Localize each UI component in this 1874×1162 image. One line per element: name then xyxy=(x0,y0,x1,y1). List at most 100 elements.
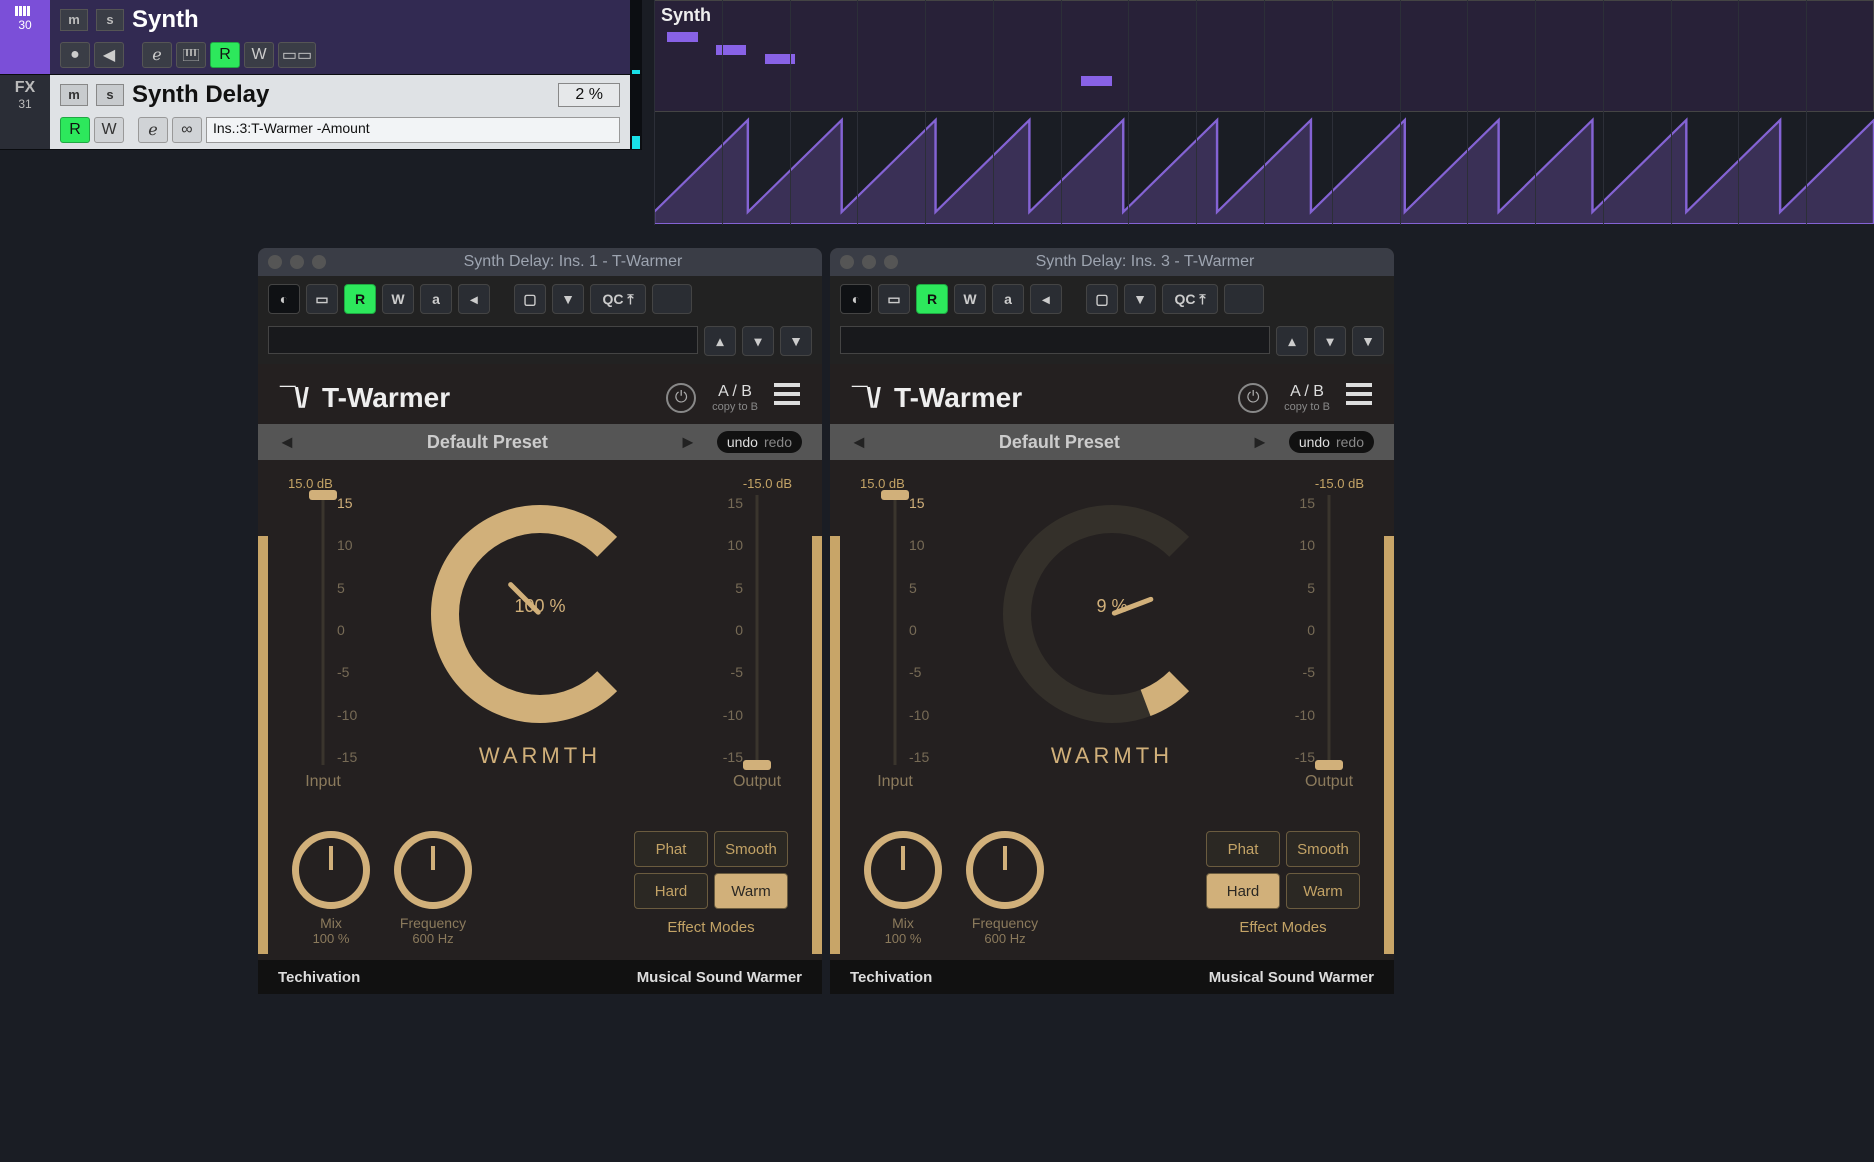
minimize-icon[interactable] xyxy=(290,255,304,269)
track-handle-fx[interactable]: FX 31 xyxy=(0,75,50,149)
a-button[interactable]: a xyxy=(992,284,1024,314)
write-button[interactable]: W xyxy=(954,284,986,314)
link-icon[interactable]: ∞ xyxy=(172,117,202,143)
output-slider-thumb[interactable] xyxy=(1315,760,1343,770)
preset-name[interactable]: Default Preset xyxy=(316,432,659,453)
input-slider-thumb[interactable] xyxy=(309,490,337,500)
preset-next-button[interactable]: ► xyxy=(679,432,697,453)
write-automation-button[interactable]: W xyxy=(244,42,274,68)
automation-param[interactable]: Ins.:3:T-Warmer -Amount xyxy=(206,117,620,143)
track-fx[interactable]: FX 31 m s Synth Delay 2 % R W ℯ ∞ Ins.:3… xyxy=(0,75,642,150)
output-slider[interactable]: -15.0 dB 151050-5-10-15 Output xyxy=(722,476,792,791)
warmth-knob[interactable]: 100 % WARMTH xyxy=(378,476,702,791)
mode-smooth-button[interactable]: Smooth xyxy=(714,831,788,867)
track-name[interactable]: Synth Delay xyxy=(132,81,269,109)
preset-up-icon[interactable]: ▴ xyxy=(1276,326,1308,356)
redo-button[interactable]: redo xyxy=(764,434,792,450)
back-button[interactable]: ◂ xyxy=(458,284,490,314)
record-arm-button[interactable]: ● xyxy=(60,42,90,68)
input-slider[interactable]: 15.0 dB 151050-5-10-15 Input xyxy=(288,476,358,791)
window-titlebar[interactable]: Synth Delay: Ins. 3 - T-Warmer xyxy=(830,248,1394,276)
power-button[interactable]: ⏻ xyxy=(1238,383,1268,413)
undo-button[interactable]: undo xyxy=(1299,434,1330,450)
preset-down-icon[interactable]: ▾ xyxy=(742,326,774,356)
back-button[interactable]: ◂ xyxy=(1030,284,1062,314)
dropdown-button[interactable]: ▼ xyxy=(552,284,584,314)
undo-redo[interactable]: undo redo xyxy=(717,431,802,453)
lanes-button[interactable]: ▭▭ xyxy=(278,42,316,68)
edit-button[interactable]: ℯ xyxy=(138,117,168,143)
undo-button[interactable]: undo xyxy=(727,434,758,450)
fx-percent[interactable]: 2 % xyxy=(558,83,620,107)
track-synth[interactable]: 30 m s Synth ● ◀ ℯ R W ▭▭ xyxy=(0,0,642,75)
snapshot-button[interactable]: ▢ xyxy=(514,284,546,314)
preset-field[interactable] xyxy=(840,326,1270,354)
mix-knob[interactable]: Mix 100 % xyxy=(864,831,942,946)
pin-button[interactable]: ▭ xyxy=(878,284,910,314)
mode-phat-button[interactable]: Phat xyxy=(1206,831,1280,867)
preset-up-icon[interactable]: ▴ xyxy=(704,326,736,356)
read-automation-button[interactable]: R xyxy=(210,42,240,68)
mix-knob[interactable]: Mix 100 % xyxy=(292,831,370,946)
solo-button[interactable]: s xyxy=(96,84,124,106)
menu-icon[interactable] xyxy=(774,383,800,405)
close-icon[interactable] xyxy=(840,255,854,269)
track-name[interactable]: Synth xyxy=(132,6,199,34)
bypass-button[interactable]: ◐ xyxy=(840,284,872,314)
minimize-icon[interactable] xyxy=(862,255,876,269)
power-button[interactable]: ⏻ xyxy=(666,383,696,413)
mute-button[interactable]: m xyxy=(60,9,88,31)
qc-button[interactable]: QC ⤒ xyxy=(590,284,646,314)
edit-button[interactable]: ℯ xyxy=(142,42,172,68)
mode-warm-button[interactable]: Warm xyxy=(714,873,788,909)
side-button[interactable] xyxy=(1224,284,1264,314)
write-automation-button[interactable]: W xyxy=(94,117,124,143)
mode-smooth-button[interactable]: Smooth xyxy=(1286,831,1360,867)
mode-hard-button[interactable]: Hard xyxy=(634,873,708,909)
read-button[interactable]: R xyxy=(344,284,376,314)
ab-compare[interactable]: A / B copy to B xyxy=(1284,383,1330,413)
preset-menu-icon[interactable]: ▼ xyxy=(780,326,812,356)
snapshot-button[interactable]: ▢ xyxy=(1086,284,1118,314)
close-icon[interactable] xyxy=(268,255,282,269)
read-button[interactable]: R xyxy=(916,284,948,314)
qc-button[interactable]: QC ⤒ xyxy=(1162,284,1218,314)
side-button[interactable] xyxy=(652,284,692,314)
preset-down-icon[interactable]: ▾ xyxy=(1314,326,1346,356)
input-slider[interactable]: 15.0 dB 151050-5-10-15 Input xyxy=(860,476,930,791)
arrange-area[interactable]: Synth xyxy=(654,0,1874,225)
write-button[interactable]: W xyxy=(382,284,414,314)
zoom-icon[interactable] xyxy=(884,255,898,269)
output-slider[interactable]: -15.0 dB 151050-5-10-15 Output xyxy=(1294,476,1364,791)
piano-icon[interactable] xyxy=(176,42,206,68)
a-button[interactable]: a xyxy=(420,284,452,314)
undo-redo[interactable]: undo redo xyxy=(1289,431,1374,453)
frequency-knob[interactable]: Frequency 600 Hz xyxy=(966,831,1044,946)
frequency-knob[interactable]: Frequency 600 Hz xyxy=(394,831,472,946)
bypass-button[interactable]: ◐ xyxy=(268,284,300,314)
preset-prev-button[interactable]: ◄ xyxy=(278,432,296,453)
solo-button[interactable]: s xyxy=(96,9,124,31)
ab-compare[interactable]: A / B copy to B xyxy=(712,383,758,413)
monitor-button[interactable]: ◀ xyxy=(94,42,124,68)
dropdown-button[interactable]: ▼ xyxy=(1124,284,1156,314)
redo-button[interactable]: redo xyxy=(1336,434,1364,450)
mute-button[interactable]: m xyxy=(60,84,88,106)
read-automation-button[interactable]: R xyxy=(60,117,90,143)
pin-button[interactable]: ▭ xyxy=(306,284,338,314)
preset-menu-icon[interactable]: ▼ xyxy=(1352,326,1384,356)
input-slider-thumb[interactable] xyxy=(881,490,909,500)
preset-prev-button[interactable]: ◄ xyxy=(850,432,868,453)
preset-name[interactable]: Default Preset xyxy=(888,432,1231,453)
mode-phat-button[interactable]: Phat xyxy=(634,831,708,867)
menu-icon[interactable] xyxy=(1346,383,1372,405)
window-titlebar[interactable]: Synth Delay: Ins. 1 - T-Warmer xyxy=(258,248,822,276)
zoom-icon[interactable] xyxy=(312,255,326,269)
mode-hard-button[interactable]: Hard xyxy=(1206,873,1280,909)
preset-field[interactable] xyxy=(268,326,698,354)
output-slider-thumb[interactable] xyxy=(743,760,771,770)
warmth-knob[interactable]: 9 % WARMTH xyxy=(950,476,1274,791)
track-handle-icon[interactable]: 30 xyxy=(0,0,50,74)
preset-next-button[interactable]: ► xyxy=(1251,432,1269,453)
mode-warm-button[interactable]: Warm xyxy=(1286,873,1360,909)
